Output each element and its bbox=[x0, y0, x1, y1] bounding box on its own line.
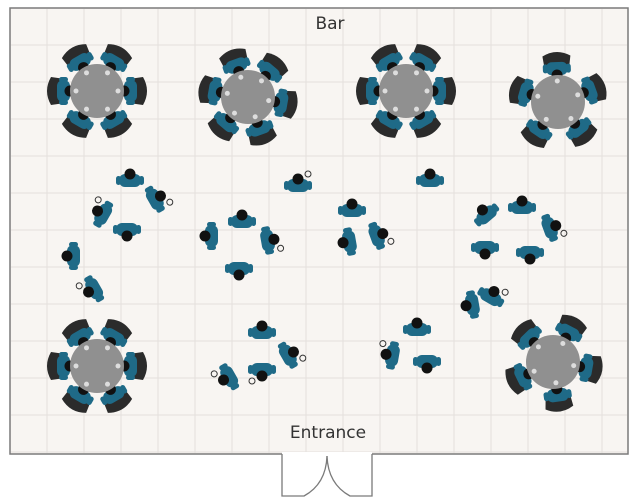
round-table-icon bbox=[47, 44, 147, 138]
round-table-icon bbox=[505, 314, 603, 412]
person-icon bbox=[368, 221, 395, 250]
table-top bbox=[70, 339, 124, 393]
person-icon bbox=[477, 286, 509, 308]
round-table-icon bbox=[47, 319, 147, 413]
person-icon bbox=[225, 262, 253, 281]
person-icon bbox=[474, 203, 500, 227]
round-table-icon bbox=[198, 48, 298, 146]
person-icon bbox=[248, 320, 276, 339]
bar-label: Bar bbox=[315, 14, 344, 34]
person-icon bbox=[508, 195, 536, 214]
round-table-icon bbox=[356, 44, 456, 138]
person-icon bbox=[471, 241, 499, 260]
table-top bbox=[70, 64, 124, 118]
person-icon bbox=[75, 275, 105, 303]
person-icon bbox=[260, 226, 285, 255]
person-icon bbox=[144, 185, 174, 213]
person-icon bbox=[541, 213, 568, 242]
person-icon bbox=[416, 168, 444, 187]
person-icon bbox=[113, 223, 141, 242]
table-top bbox=[379, 64, 433, 118]
person-icon bbox=[277, 341, 307, 369]
person-icon bbox=[337, 227, 357, 256]
person-icon bbox=[61, 242, 80, 270]
person-icon bbox=[516, 246, 544, 265]
person-icon bbox=[199, 222, 218, 250]
table-top bbox=[526, 335, 580, 389]
person-icon bbox=[228, 209, 256, 228]
table-top bbox=[221, 70, 275, 124]
person-icon bbox=[460, 290, 480, 319]
person-icon bbox=[284, 170, 312, 192]
person-icon bbox=[413, 355, 441, 374]
person-icon bbox=[92, 196, 114, 228]
table-top bbox=[531, 75, 585, 129]
person-icon bbox=[116, 168, 144, 187]
person-icon bbox=[513, 362, 535, 391]
person-icon bbox=[379, 340, 400, 370]
person-icon bbox=[210, 363, 240, 391]
person-icon bbox=[403, 317, 431, 336]
person-icon bbox=[338, 198, 366, 217]
person-icon bbox=[543, 383, 572, 403]
person-icon bbox=[248, 363, 276, 385]
round-table-icon bbox=[508, 52, 607, 148]
entrance-door-icon bbox=[281, 452, 373, 497]
standing-people-layer bbox=[61, 168, 568, 391]
entrance-label: Entrance bbox=[290, 423, 366, 443]
furniture-layer bbox=[47, 44, 607, 413]
